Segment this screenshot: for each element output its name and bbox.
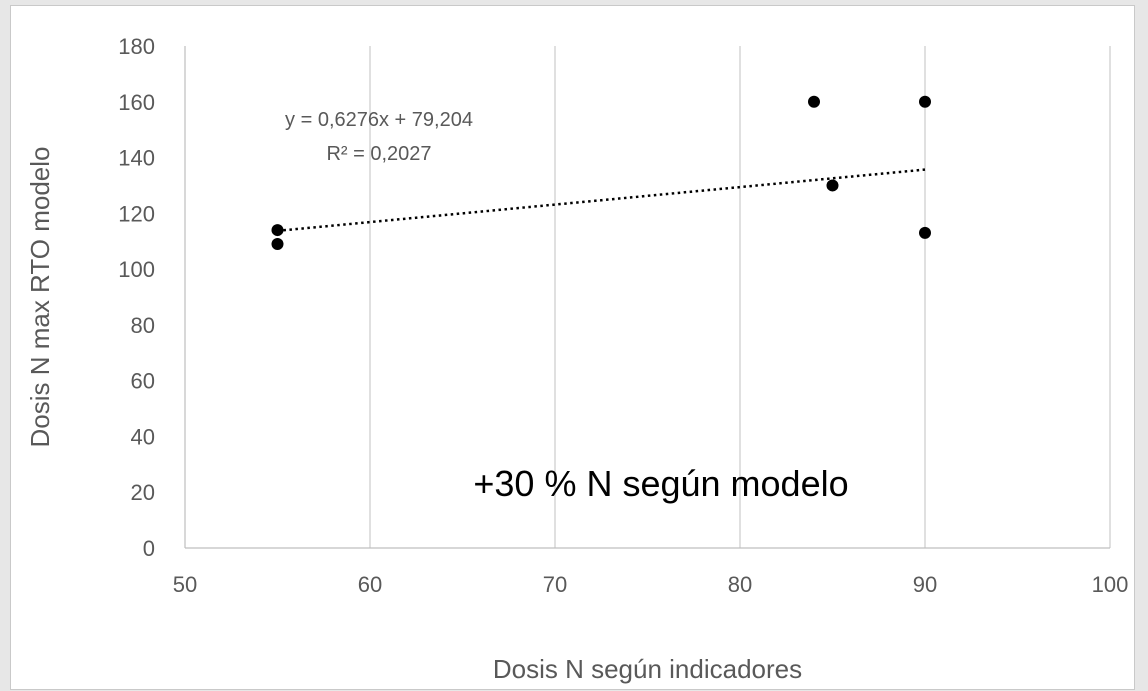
chart-frame: 0 20 40 60 80 100 120 140 160 180 50 60 70 80 90 100 y … [10, 5, 1135, 690]
x-tick-label: 60 [358, 572, 382, 597]
x-tick-label: 70 [543, 572, 567, 597]
trendline-equation-label: y = 0,6276x + 79,204 [285, 109, 473, 131]
y-tick-label: 100 [118, 257, 155, 282]
data-point [271, 224, 284, 237]
trendline [277, 168, 926, 233]
x-tick-label: 50 [173, 572, 197, 597]
y-tick-label: 0 [143, 536, 155, 561]
y-tick-label: 20 [131, 480, 155, 505]
x-tick-label: 90 [913, 572, 937, 597]
x-axis-title: Dosis N según indicadores [493, 654, 802, 684]
y-tick-label: 140 [118, 146, 155, 171]
y-tick-label: 180 [118, 34, 155, 59]
axes [184, 46, 1110, 549]
trendline-group [277, 168, 926, 233]
y-tick-label: 160 [118, 90, 155, 115]
x-tick-label: 100 [1092, 572, 1129, 597]
y-tick-label: 40 [131, 424, 155, 449]
y-tick-label: 120 [118, 201, 155, 226]
data-point [826, 179, 839, 192]
trendline-r2-label: R² = 0,2027 [326, 143, 431, 165]
data-point [271, 238, 284, 251]
x-tick-label: 80 [728, 572, 752, 597]
tick-labels: 0 20 40 60 80 100 120 140 160 180 50 60 70 80 90 100 [118, 34, 1128, 597]
data-point [919, 95, 931, 108]
data-points [271, 95, 931, 251]
data-point [919, 226, 931, 239]
scatter-chart: 0 20 40 60 80 100 120 140 160 180 50 60 70 80 90 100 y … [25, 34, 1128, 684]
y-tick-label: 60 [131, 369, 155, 394]
y-axis-title: Dosis N max RTO modelo [25, 146, 55, 447]
chart-annotation: +30 % N según modelo [473, 463, 848, 504]
y-tick-label: 80 [131, 313, 155, 338]
data-point [808, 95, 820, 108]
gridlines [369, 46, 1111, 548]
